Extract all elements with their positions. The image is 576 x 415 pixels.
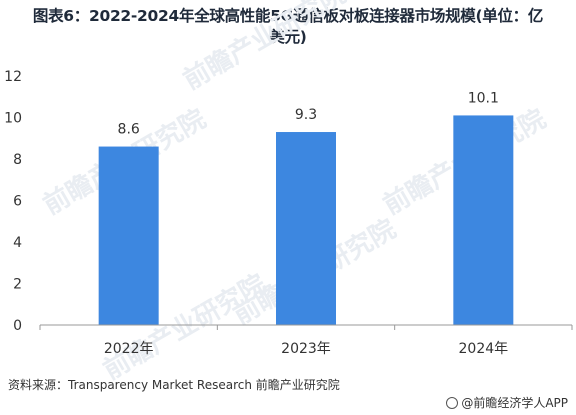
bar (453, 115, 514, 325)
y-tick-label: 0 (13, 318, 22, 334)
y-tick-label: 4 (13, 235, 22, 251)
y-tick-label: 10 (4, 111, 22, 127)
watermark-text: 前瞻产业研究院 (178, 0, 351, 96)
data-label: 8.6 (118, 122, 140, 138)
x-tick-label: 2022年 (104, 341, 154, 357)
bar (98, 146, 159, 325)
y-axis: 0 2 4 6 8 10 12 (4, 69, 22, 334)
data-label: 10.1 (468, 90, 499, 106)
brand-logo-icon (446, 396, 459, 409)
chart-title: 图表6：2022-2024年全球高性能5G通信板对板连接器市场规模(单位：亿 美… (8, 6, 568, 48)
brand-credit: @前瞻经济学人APP (446, 394, 568, 411)
y-tick-label: 6 (13, 194, 22, 210)
bar (276, 132, 336, 325)
y-tick-label: 8 (13, 152, 22, 168)
x-axis: 2022年 2023年 2024年 (39, 324, 573, 357)
y-tick-label: 2 (13, 277, 22, 293)
x-tick-label: 2024年 (459, 341, 509, 357)
y-tick-label: 12 (4, 69, 22, 85)
brand-text: @前瞻经济学人APP (461, 396, 568, 410)
data-label: 9.3 (295, 107, 317, 123)
data-labels: 8.6 9.3 10.1 (118, 90, 499, 137)
chart-title-line2: 美元) (269, 28, 307, 46)
chart-title-line1: 图表6：2022-2024年全球高性能5G通信板对板连接器市场规模(单位：亿 (32, 7, 544, 25)
source-note: 资料来源：Transparency Market Research 前瞻产业研究… (8, 378, 340, 392)
x-tick-label: 2023年 (281, 341, 331, 357)
bars (98, 115, 514, 325)
